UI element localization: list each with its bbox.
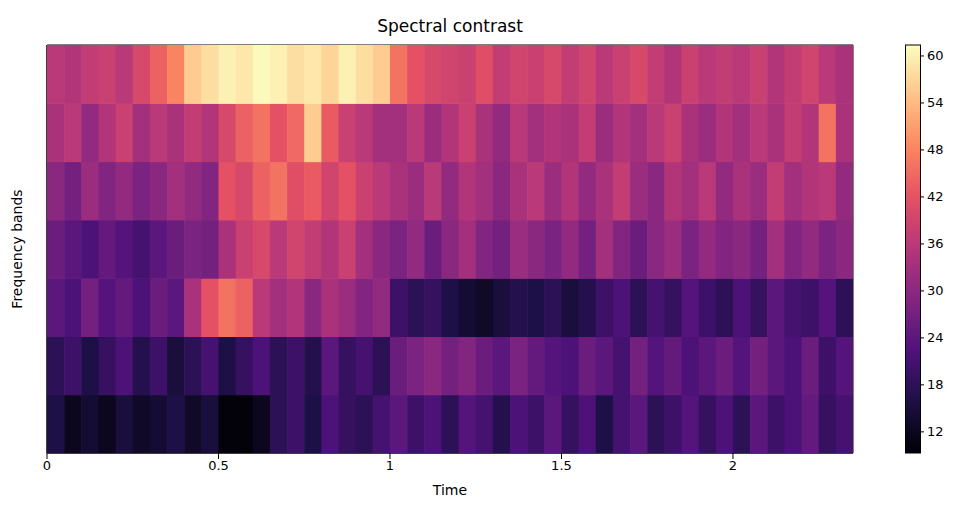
svg-text:12: 12: [927, 424, 944, 439]
svg-text:24: 24: [927, 330, 944, 345]
svg-text:2: 2: [729, 458, 737, 473]
svg-text:1.5: 1.5: [551, 458, 572, 473]
svg-text:0.5: 0.5: [208, 458, 229, 473]
svg-text:60: 60: [927, 48, 944, 63]
svg-text:1: 1: [386, 458, 394, 473]
svg-text:0: 0: [43, 458, 51, 473]
svg-text:48: 48: [927, 142, 944, 157]
html-text:Spectral contrast: Spectral contrast: [377, 16, 523, 36]
svg-text:36: 36: [927, 236, 944, 251]
svg-text:42: 42: [927, 189, 944, 204]
svg-text:18: 18: [927, 377, 944, 392]
svg-text:30: 30: [927, 283, 944, 298]
svg-text:54: 54: [927, 95, 944, 110]
svg-text:Time: Time: [432, 482, 467, 498]
svg-text:Frequency bands: Frequency bands: [9, 189, 25, 308]
